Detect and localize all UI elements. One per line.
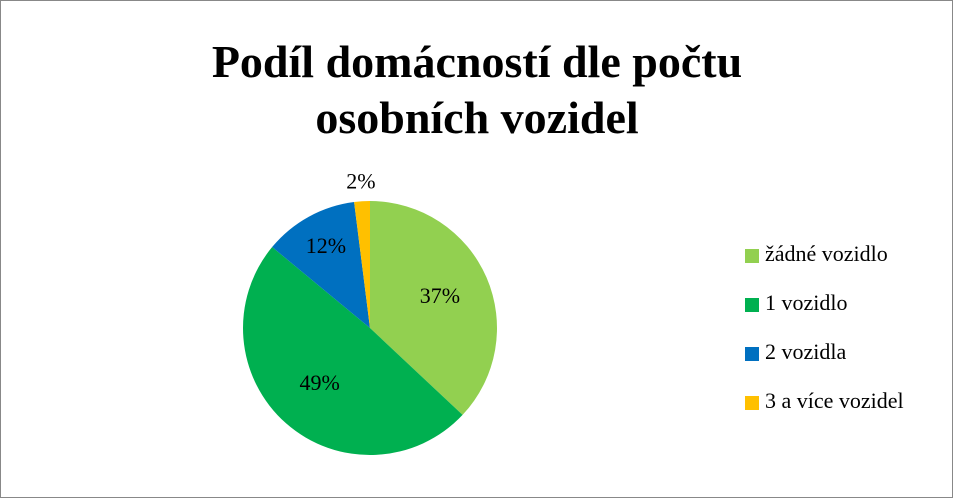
legend-swatch (745, 249, 759, 263)
pie-slice (354, 201, 370, 328)
legend-label: žádné vozidlo (765, 241, 888, 266)
legend-swatch (745, 298, 759, 312)
legend-swatch (745, 347, 759, 361)
pie-slice (370, 201, 497, 415)
legend-swatch (745, 396, 759, 410)
legend-label: 1 vozidlo (765, 290, 848, 315)
legend-label: 3 a více vozidel (765, 388, 904, 413)
legend-label: 2 vozidla (765, 339, 846, 364)
chart-title: Podíl domácností dle počtu osobních vozi… (211, 36, 743, 143)
pie-slice (272, 202, 370, 328)
pie-slice (243, 247, 463, 455)
data-label: 2% (346, 168, 375, 193)
data-label: 49% (299, 370, 339, 395)
data-label: 37% (420, 283, 460, 308)
data-label: 12% (306, 233, 346, 258)
